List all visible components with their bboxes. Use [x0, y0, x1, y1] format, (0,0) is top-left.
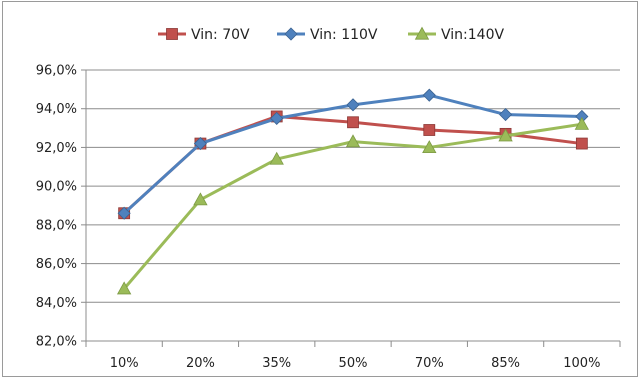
- x-tick-label: 70%: [415, 356, 444, 371]
- data-point: [423, 124, 436, 136]
- y-tick-label: 96,0%: [36, 64, 77, 79]
- legend-marker: [166, 28, 178, 40]
- y-tick-label: 82,0%: [36, 335, 77, 350]
- data-point: [499, 107, 513, 122]
- x-axis-tick-labels: 10% 20% 35% 50% 70% 85% 100%: [110, 356, 601, 371]
- y-tick-label: 92,0%: [36, 141, 77, 156]
- data-point: [116, 281, 132, 295]
- x-tick-label: 20%: [186, 356, 215, 371]
- series-line: [123, 93, 582, 215]
- y-tick-label: 94,0%: [36, 102, 77, 117]
- legend-marker: [414, 26, 430, 40]
- x-tick-label: 10%: [110, 356, 139, 371]
- y-tick-label: 86,0%: [36, 257, 77, 272]
- data-point: [193, 136, 207, 151]
- data-point: [422, 140, 437, 154]
- data-point: [575, 137, 588, 150]
- legend-marker: [284, 27, 298, 41]
- series-layer: [116, 88, 590, 295]
- y-axis-tick-labels: 82,0% 84,0% 86,0% 88,0% 90,0% 92,0% 94,0% 96,0%: [36, 64, 77, 350]
- data-point: [270, 111, 284, 125]
- data-point: [346, 98, 360, 112]
- x-tick-label: 100%: [563, 356, 600, 371]
- series-line: [123, 114, 583, 215]
- x-tick-label: 85%: [491, 356, 520, 371]
- x-tick-label: 35%: [262, 356, 291, 371]
- legend-item-1: Vin: 70V: [158, 27, 250, 43]
- legend-label: Vin: 70V: [191, 27, 250, 43]
- data-point: [269, 151, 284, 165]
- data-point: [422, 88, 436, 102]
- legend-label: Vin:140V: [441, 27, 504, 43]
- series-2: [117, 88, 589, 220]
- data-point: [117, 206, 131, 220]
- legend-item-3: Vin:140V: [408, 26, 504, 43]
- legend: Vin: 70V Vin: 110V Vin:140V: [158, 26, 504, 43]
- y-tick-label: 84,0%: [36, 296, 77, 311]
- legend-item-2: Vin: 110V: [277, 27, 378, 43]
- y-tick-label: 90,0%: [36, 180, 77, 195]
- data-point: [193, 192, 208, 206]
- data-point: [574, 116, 590, 130]
- legend-label: Vin: 110V: [310, 27, 378, 43]
- data-point: [347, 116, 359, 129]
- data-point: [345, 134, 361, 148]
- data-point: [498, 128, 513, 142]
- series-3: [116, 116, 590, 295]
- series-1: [118, 110, 588, 220]
- y-tick-label: 88,0%: [36, 218, 77, 233]
- x-tick-label: 50%: [339, 356, 368, 371]
- axes: [81, 69, 621, 347]
